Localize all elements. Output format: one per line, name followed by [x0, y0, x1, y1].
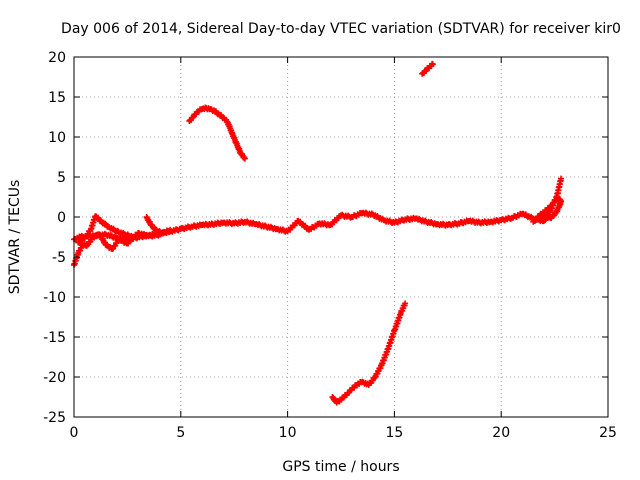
y-tick-label: -10: [43, 290, 66, 306]
x-axis-label: GPS time / hours: [282, 459, 399, 475]
series-high-segment-16-3-16-8h: [419, 60, 436, 77]
y-axis-label: SDTVAR / TECUs: [7, 180, 23, 295]
x-tick-label: 5: [176, 425, 185, 441]
y-tick-label: -5: [52, 250, 66, 266]
grid-lines: [74, 57, 608, 417]
plot-frame: [73, 56, 609, 418]
y-tick-label: 15: [48, 90, 66, 106]
series-early-upper-branch: [75, 213, 137, 246]
y-tick-label: -20: [43, 370, 66, 386]
y-tick-label: 5: [57, 170, 66, 186]
series-late-loop: [530, 194, 565, 225]
data-marks: [71, 60, 565, 406]
y-tick-label: 20: [48, 50, 66, 66]
axis-ticks: 0 5 10 15 20 25 -25 -20 -15 -10 -5 0 5 10 15 20: [43, 50, 617, 441]
x-tick-label: 15: [385, 425, 403, 441]
x-tick-label: 20: [492, 425, 510, 441]
y-tick-label: -15: [43, 330, 66, 346]
x-tick-label: 25: [599, 425, 617, 441]
series-early-dip: [143, 214, 174, 237]
chart-title: Day 006 of 2014, Sidereal Day-to-day VTE…: [61, 21, 621, 37]
series-arc-5-8h: [186, 104, 248, 162]
y-tick-label: 0: [57, 210, 66, 226]
x-tick-label: 0: [70, 425, 79, 441]
y-tick-label: -25: [43, 410, 66, 426]
series-rising-segment-12-15-5h: [329, 300, 409, 406]
y-tick-label: 10: [48, 130, 66, 146]
x-tick-label: 10: [279, 425, 297, 441]
